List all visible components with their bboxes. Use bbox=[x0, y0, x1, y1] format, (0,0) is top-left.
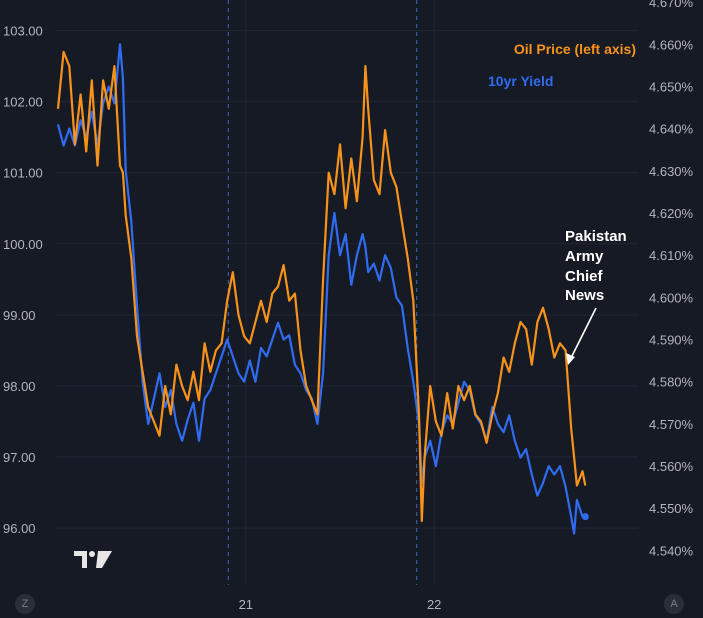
grid bbox=[55, 0, 638, 585]
right-tick-label: 4.590% bbox=[649, 333, 694, 348]
right-tick-label: 4.630% bbox=[649, 164, 694, 179]
right-tick-label: 4.650% bbox=[649, 79, 694, 94]
oil-price-line bbox=[56, 50, 587, 523]
right-tick-label: 4.640% bbox=[649, 122, 694, 137]
left-tick-label: 101.00 bbox=[3, 166, 43, 181]
legend-oil: Oil Price (left axis) bbox=[514, 41, 636, 57]
annotation-arrow-head bbox=[566, 353, 575, 365]
left-tick-label: 99.00 bbox=[3, 308, 36, 323]
right-tick-label: 4.560% bbox=[649, 459, 694, 474]
right-tick-label: 4.540% bbox=[649, 543, 694, 558]
annotation-line-1: Pakistan bbox=[565, 228, 627, 245]
left-tick-label: 102.00 bbox=[3, 95, 43, 110]
yield-line bbox=[56, 43, 586, 535]
right-tick-label: 4.600% bbox=[649, 290, 694, 305]
annotation-arrow-shaft bbox=[570, 307, 597, 359]
left-tick-label: 103.00 bbox=[3, 24, 43, 39]
right-tick-label: 4.620% bbox=[649, 206, 694, 221]
left-tick-label: 96.00 bbox=[3, 521, 36, 536]
right-tick-label: 4.610% bbox=[649, 248, 694, 263]
annotation: Pakistan Army Chief News bbox=[565, 228, 627, 365]
series-lines bbox=[56, 43, 589, 535]
left-tick-label: 98.00 bbox=[3, 379, 36, 394]
right-tick-label: 4.670% bbox=[649, 0, 694, 10]
left-tick-label: 97.00 bbox=[3, 450, 36, 465]
right-corner-button[interactable]: A bbox=[664, 594, 684, 614]
left-tick-label: 100.00 bbox=[3, 237, 43, 252]
yield-last-point bbox=[581, 513, 589, 521]
annotation-line-2: Army bbox=[565, 248, 604, 265]
annotation-line-3: Chief bbox=[565, 268, 604, 285]
time-tick-label: 21 bbox=[239, 597, 253, 612]
time-axis[interactable]: 21 22 bbox=[239, 597, 442, 612]
legend-yield: 10yr Yield bbox=[488, 73, 553, 89]
right-tick-label: 4.580% bbox=[649, 375, 694, 390]
tradingview-logo-icon[interactable] bbox=[74, 551, 112, 568]
right-tick-label: 4.570% bbox=[649, 417, 694, 432]
left-corner-button[interactable]: Z bbox=[15, 594, 35, 614]
time-tick-label: 22 bbox=[427, 597, 441, 612]
session-breaks bbox=[227, 0, 418, 585]
legend: Oil Price (left axis) 10yr Yield bbox=[488, 41, 636, 89]
right-tick-label: 4.660% bbox=[649, 37, 694, 52]
right-tick-label: 4.550% bbox=[649, 501, 694, 516]
right-price-axis[interactable]: 4.670% 4.660% 4.650% 4.640% 4.630% 4.620% 4.61… bbox=[649, 0, 694, 558]
annotation-line-4: News bbox=[565, 287, 604, 304]
left-price-axis[interactable]: 103.00 102.00 101.00 100.00 99.00 98.00 97.00 9… bbox=[3, 24, 43, 537]
